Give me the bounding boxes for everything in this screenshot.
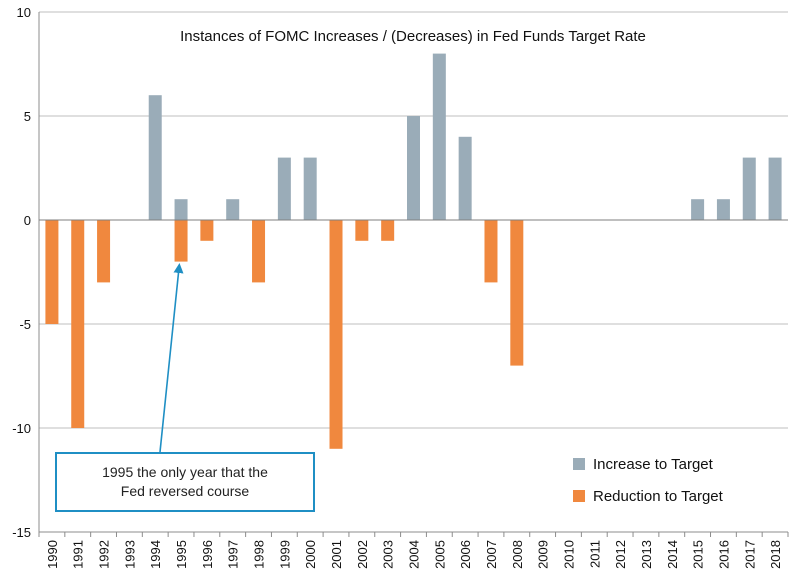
x-tick-label: 2003: [381, 540, 396, 569]
x-tick-label: 2010: [561, 540, 576, 569]
x-tick-label: 2014: [665, 540, 680, 569]
increase-bar: [432, 53, 446, 220]
annotation-callout: 1995 the only year that the Fed reversed…: [55, 452, 315, 512]
y-tick-label: 0: [24, 213, 31, 228]
x-tick-label: 2007: [484, 540, 499, 569]
x-tick-label: 2017: [742, 540, 757, 569]
x-tick-label: 1997: [226, 540, 241, 569]
x-tick-label: 2000: [303, 540, 318, 569]
x-tick-label: 1993: [122, 540, 137, 569]
increase-bar: [716, 199, 730, 220]
chart-title: Instances of FOMC Increases / (Decreases…: [180, 28, 646, 45]
increase-bar: [174, 199, 188, 220]
x-tick-label: 2006: [458, 540, 473, 569]
x-tick-label: 1999: [277, 540, 292, 569]
reduction-bar: [45, 220, 59, 324]
increase-bar: [691, 199, 705, 220]
reduction-bar: [510, 220, 524, 366]
y-tick-label: -15: [12, 525, 31, 540]
x-tick-label: 2012: [613, 540, 628, 569]
x-tick-label: 2004: [407, 540, 422, 569]
x-tick-label: 2018: [768, 540, 783, 569]
increase-bar: [407, 116, 420, 220]
legend-swatch: [573, 490, 585, 502]
increase-bar: [226, 199, 240, 220]
x-tick-label: 2005: [432, 540, 447, 569]
x-tick-label: 1992: [97, 540, 112, 569]
x-tick-label: 1995: [174, 540, 189, 569]
x-tick-label: 2002: [355, 540, 370, 569]
increase-bar: [742, 157, 756, 220]
reduction-bar: [252, 220, 266, 283]
x-tick-label: 2001: [329, 540, 344, 569]
legend: Increase to Target Reduction to Target: [573, 456, 724, 505]
x-tick-label: 2016: [716, 540, 731, 569]
legend-label: Reduction to Target: [593, 488, 724, 505]
legend-swatch: [573, 458, 585, 470]
x-tick-label: 1998: [252, 540, 267, 569]
x-tick-label: 1994: [148, 540, 163, 569]
reduction-bar: [71, 220, 85, 428]
x-tick-label: 2008: [510, 540, 525, 569]
y-tick-label: -5: [19, 317, 31, 332]
legend-label: Increase to Target: [593, 456, 714, 473]
x-tick-label: 2009: [536, 540, 551, 569]
y-tick-label: -10: [12, 421, 31, 436]
reduction-bar: [174, 220, 188, 262]
increase-bar: [148, 95, 162, 220]
x-tick-label: 1990: [45, 540, 60, 569]
reduction-bar: [200, 220, 214, 241]
x-tick-label: 2015: [691, 540, 706, 569]
reduction-bar: [329, 220, 343, 449]
x-tick-label: 1991: [71, 540, 86, 569]
x-tick-label: 2011: [587, 540, 602, 568]
y-tick-label: 5: [24, 109, 31, 124]
reduction-bar: [355, 220, 369, 241]
increase-bar: [277, 157, 291, 220]
reduction-bar: [484, 220, 498, 283]
y-tick-label: 10: [17, 5, 31, 20]
increase-bar: [458, 136, 472, 220]
increase-bar: [768, 157, 782, 220]
x-tick-label: 1996: [200, 540, 215, 569]
annotation-arrow: [159, 263, 184, 453]
x-tick-label: 2013: [639, 540, 654, 569]
increase-bar: [303, 157, 317, 220]
annotation-text: 1995 the only year that the Fed reversed…: [102, 464, 268, 499]
reduction-bar: [97, 220, 111, 283]
reduction-bar: [381, 220, 395, 241]
